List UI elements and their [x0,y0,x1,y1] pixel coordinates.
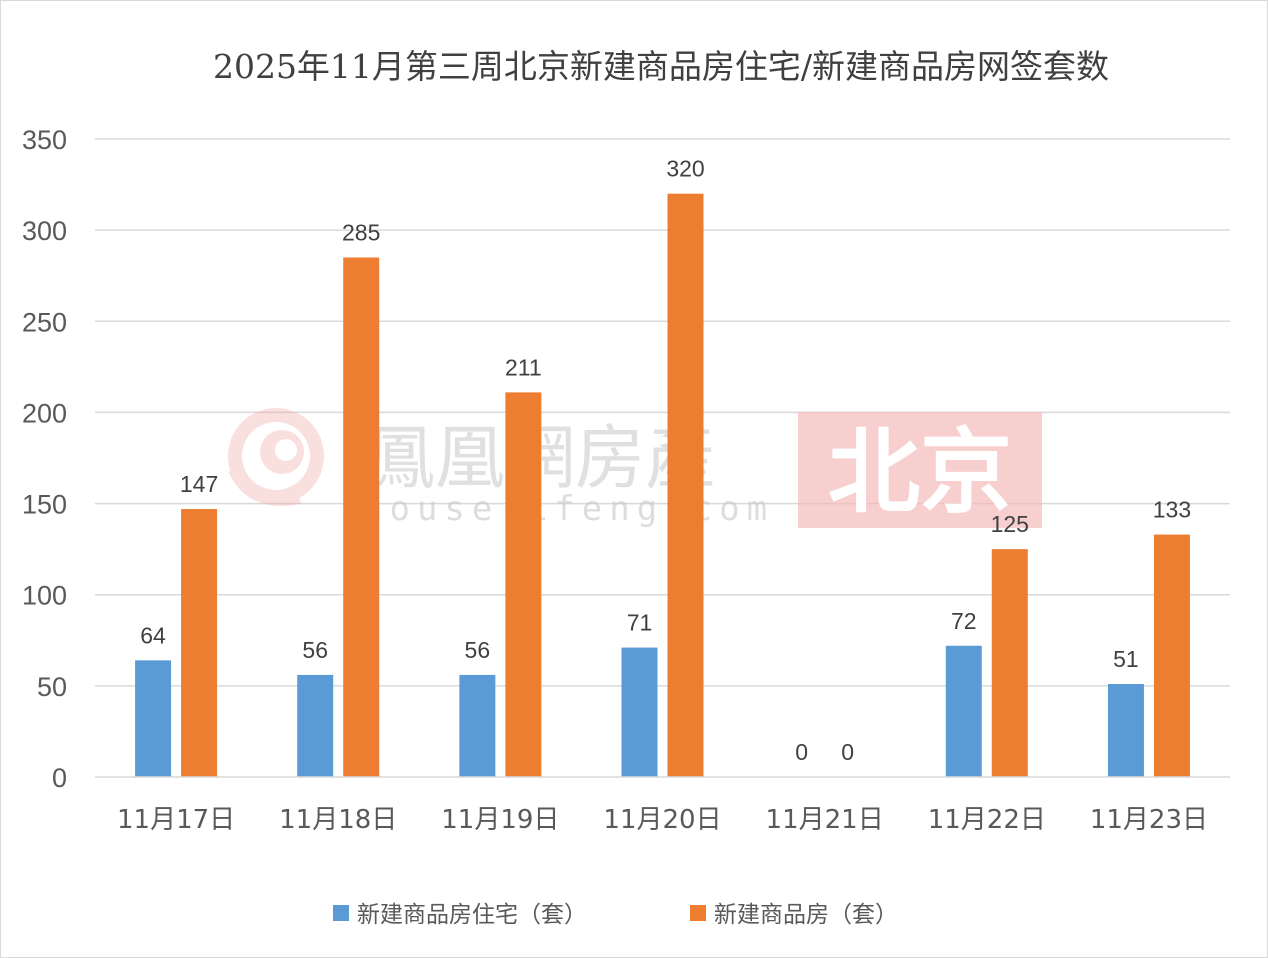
chart-title: 2025年11月第三周北京新建商品房住宅/新建商品房网签套数 [212,47,1110,86]
y-tick-label: 200 [22,398,67,428]
bar-residential [1107,684,1144,777]
x-tick-label: 11月22日 [928,805,1046,835]
data-label: 0 [841,739,854,765]
data-label: 72 [951,608,977,634]
y-axis-ticks: 0 50 100 150 200 250 300 350 [22,125,67,793]
y-tick-label: 0 [52,763,67,793]
y-tick-label: 300 [22,216,67,246]
watermark-city-box [798,412,1042,528]
x-tick-label: 11月17日 [117,805,235,835]
watermark-city: 北京 [828,418,1012,526]
x-axis-ticks: 11月17日 11月18日 11月19日 11月20日 11月21日 11月22日 11月2… [117,805,1208,835]
bar-residential [945,645,982,777]
data-label: 320 [666,156,704,182]
legend-label-commercial: 新建商品房（套） [714,902,898,928]
bar-commercial [991,549,1028,777]
data-labels: 64 147 56 285 56 211 71 320 0 0 72 125 51 133 [140,156,1191,765]
legend-label-residential: 新建商品房住宅（套） [357,902,587,928]
y-tick-label: 100 [22,581,67,611]
x-tick-label: 11月19日 [441,805,559,835]
data-label: 56 [302,637,328,663]
bar-residential [459,674,496,777]
bar-residential [621,647,658,777]
data-label: 125 [991,511,1029,537]
bar-commercial [505,392,542,777]
data-label: 133 [1153,497,1191,523]
y-tick-label: 150 [22,490,67,520]
x-tick-label: 11月20日 [603,805,721,835]
y-tick-label: 50 [37,672,67,702]
x-tick-label: 11月18日 [279,805,397,835]
legend-swatch-residential [333,905,349,921]
bars [135,193,1190,777]
data-label: 51 [1113,646,1139,672]
data-label: 211 [505,354,542,380]
bar-residential [135,660,172,777]
data-label: 285 [342,219,380,245]
legend-swatch-commercial [690,905,706,921]
bar-commercial [1153,534,1190,777]
y-tick-label: 350 [22,125,67,155]
bar-commercial [181,509,218,777]
data-label: 64 [140,622,166,648]
bar-commercial [667,193,704,777]
data-label: 0 [795,739,808,765]
data-label: 71 [627,610,653,636]
x-tick-label: 11月23日 [1090,805,1208,835]
x-tick-label: 11月21日 [766,805,884,835]
phoenix-logo-icon [228,408,324,506]
data-label: 147 [180,471,218,497]
data-label: 56 [465,637,491,663]
watermark-url: house.ifeng.com [362,489,774,529]
bar-commercial [343,257,380,777]
bar-residential [297,674,334,777]
legend: 新建商品房住宅（套） 新建商品房（套） [333,902,898,928]
y-tick-label: 250 [22,307,67,337]
